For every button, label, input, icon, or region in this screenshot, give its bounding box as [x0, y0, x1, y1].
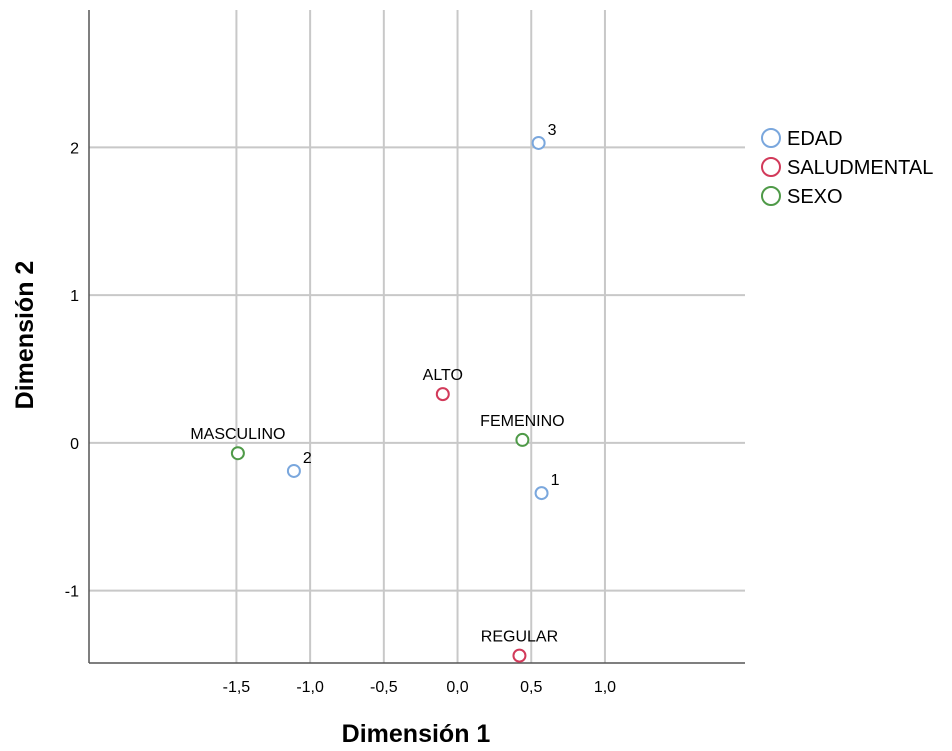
x-tick-label: 0,0	[446, 679, 468, 696]
point-label: 3	[548, 122, 557, 139]
legend-label-edad: EDAD	[787, 128, 843, 150]
y-tick-label: 0	[70, 436, 79, 453]
y-tick-label: -1	[65, 584, 79, 601]
data-point-sexo	[515, 432, 530, 447]
y-tick-label: 1	[70, 288, 79, 305]
tick-labels: -1,5 -1,0 -0,5 0,0 0,5 1,0 -1 0 1 2	[65, 140, 616, 696]
legend: EDAD SALUDMENTAL SEXO	[761, 128, 933, 208]
legend-label-sexo: SEXO	[787, 186, 843, 208]
data-point-edad	[286, 463, 301, 478]
data-point-sexo	[230, 446, 245, 461]
x-tick-label: 1,0	[594, 679, 616, 696]
legend-marker-saludmental	[761, 157, 781, 177]
point-label: REGULAR	[481, 629, 558, 646]
legend-label-saludmental: SALUDMENTAL	[787, 157, 933, 179]
point-label: 1	[551, 472, 560, 489]
data-points: 1 2 3 ALTO REGULAR FEMENINO MASCULINO	[190, 122, 565, 663]
legend-marker-edad	[761, 128, 781, 148]
point-label: MASCULINO	[190, 426, 285, 443]
y-tick-label: 2	[70, 140, 79, 157]
x-tick-label: -1,0	[296, 679, 324, 696]
x-axis-title: Dimensión 1	[342, 720, 491, 746]
data-point-edad	[534, 486, 549, 501]
data-point-saludmental	[435, 387, 450, 402]
data-point-edad	[531, 135, 546, 150]
x-tick-label: -0,5	[370, 679, 398, 696]
point-label: FEMENINO	[480, 413, 564, 430]
x-tick-label: -1,5	[223, 679, 251, 696]
axes	[88, 10, 745, 664]
grid	[89, 10, 745, 663]
y-axis-title: Dimensión 2	[11, 261, 39, 410]
x-tick-label: 0,5	[520, 679, 542, 696]
data-point-saludmental	[512, 648, 527, 663]
legend-marker-sexo	[761, 186, 781, 206]
point-label: 2	[303, 450, 312, 467]
point-label: ALTO	[423, 367, 463, 384]
